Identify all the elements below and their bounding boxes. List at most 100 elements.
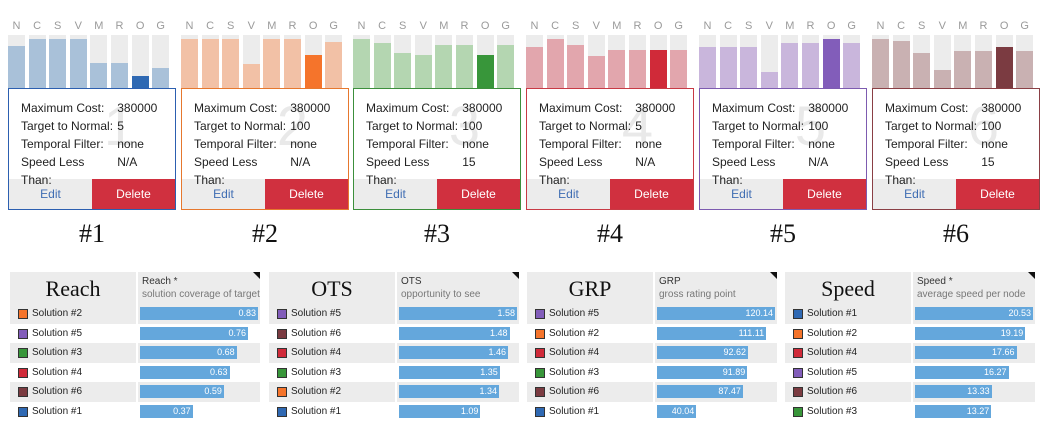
value-bar: 13.33 bbox=[915, 385, 992, 399]
field-row-temporal: Temporal Filter: none bbox=[539, 135, 693, 153]
criteria-letter: O bbox=[308, 20, 318, 32]
solution-color-swatch bbox=[793, 367, 803, 378]
solution-card: 4 Maximum Cost: 380000 Target to Normal: 5 Te… bbox=[526, 88, 694, 210]
criteria-letter: R bbox=[806, 20, 815, 32]
ranking-row: Solution #2 19.19 bbox=[785, 324, 1035, 344]
edit-button[interactable]: Edit bbox=[873, 179, 956, 209]
field-row-speed: Speed Less Than: N/A bbox=[194, 153, 348, 187]
metric-header[interactable]: GRP gross rating point bbox=[655, 272, 777, 304]
solution-caption: #1 bbox=[79, 219, 105, 248]
criteria-bar-fill bbox=[373, 42, 391, 88]
criteria-bar bbox=[760, 35, 778, 88]
criteria-letter: O bbox=[826, 20, 836, 32]
criteria-letter: S bbox=[399, 20, 407, 32]
value-label: 1.48 bbox=[490, 327, 508, 338]
solution-color-swatch bbox=[793, 309, 803, 319]
field-value: 380000 bbox=[290, 101, 331, 115]
criteria-bar bbox=[476, 35, 494, 88]
field-value: 100 bbox=[808, 119, 829, 133]
value-bar: 1.34 bbox=[399, 385, 500, 399]
delete-button[interactable]: Delete bbox=[92, 179, 175, 209]
criteria-bar-fill bbox=[526, 47, 543, 88]
solution-color-swatch bbox=[535, 367, 545, 378]
delete-button[interactable]: Delete bbox=[783, 179, 866, 209]
delete-button[interactable]: Delete bbox=[265, 179, 348, 209]
criteria-letter: N bbox=[185, 20, 194, 32]
field-value: 100 bbox=[290, 119, 311, 133]
metric-description: solution coverage of target bbox=[142, 289, 260, 300]
criteria-bar bbox=[975, 35, 992, 88]
edit-button[interactable]: Edit bbox=[527, 179, 610, 209]
criteria-letter: V bbox=[247, 20, 255, 32]
metric-header[interactable]: Speed * average speed per node bbox=[913, 272, 1035, 304]
edit-button[interactable]: Edit bbox=[700, 179, 783, 209]
solution-caption: #2 bbox=[252, 219, 278, 248]
ranking-row: Solution #5 16.27 bbox=[785, 363, 1035, 383]
criteria-bar bbox=[373, 35, 391, 88]
criteria-letter: M bbox=[439, 20, 449, 32]
field-value: 100 bbox=[462, 119, 483, 133]
delete-button[interactable]: Delete bbox=[437, 179, 520, 209]
criteria-bar bbox=[152, 35, 170, 88]
criteria-letter: S bbox=[54, 20, 62, 32]
criteria-bar-fill bbox=[152, 67, 170, 88]
value-label: 20.53 bbox=[1008, 308, 1031, 318]
criteria-bar-chart bbox=[699, 35, 867, 88]
criteria-letter: V bbox=[765, 20, 773, 32]
value-bar: 120.14 bbox=[657, 307, 775, 320]
sort-corner-icon bbox=[253, 272, 260, 279]
criteria-letter: G bbox=[329, 20, 338, 32]
solution-color-swatch bbox=[277, 328, 287, 339]
criteria-letter: V bbox=[938, 20, 946, 32]
field-row-target: Target to Normal: 100 bbox=[885, 117, 1039, 135]
delete-button[interactable]: Delete bbox=[956, 179, 1039, 209]
field-label: Target to Normal: bbox=[539, 119, 632, 133]
solution-card-column: N C S V M R O G 1 Maximum Cost: 380000 Target to No… bbox=[8, 20, 176, 249]
delete-button[interactable]: Delete bbox=[610, 179, 693, 209]
value-label: 1.34 bbox=[479, 386, 498, 397]
field-value: N/A bbox=[290, 155, 311, 169]
criteria-bar-fill bbox=[802, 42, 819, 88]
criteria-bar bbox=[954, 35, 972, 88]
ranking-header: Reach Reach * solution coverage of target bbox=[10, 272, 260, 304]
ranking-row: Solution #5 120.14 bbox=[527, 304, 777, 324]
field-value: 5 bbox=[117, 119, 124, 133]
field-value: 100 bbox=[981, 119, 1002, 133]
field-value: 380000 bbox=[117, 101, 158, 115]
row-label-background bbox=[269, 382, 395, 402]
value-bar: 0.83 bbox=[140, 307, 258, 320]
criteria-bar-fill bbox=[181, 39, 198, 88]
ranking-row: Solution #3 0.68 bbox=[10, 343, 260, 363]
card-actions: Edit Delete bbox=[527, 179, 693, 209]
criteria-bar-fill bbox=[995, 47, 1013, 88]
criteria-bar bbox=[201, 35, 219, 88]
criteria-letter: G bbox=[156, 20, 165, 32]
edit-button[interactable]: Edit bbox=[182, 179, 265, 209]
value-label: 16.27 bbox=[983, 366, 1007, 377]
ranking-row: Solution #4 0.63 bbox=[10, 363, 260, 383]
metric-description: opportunity to see bbox=[401, 289, 481, 300]
criteria-letter: V bbox=[592, 20, 600, 32]
value-bar: 0.63 bbox=[140, 365, 230, 379]
criteria-bar-chart bbox=[872, 35, 1040, 88]
solution-color-swatch bbox=[793, 387, 803, 398]
criteria-letter: R bbox=[288, 20, 297, 32]
field-value: 5 bbox=[635, 119, 642, 133]
row-label-background bbox=[785, 382, 911, 402]
metric-name: Reach * bbox=[142, 276, 178, 287]
edit-button[interactable]: Edit bbox=[354, 179, 437, 209]
value-label: 1.09 bbox=[460, 405, 479, 416]
solution-card: 2 Maximum Cost: 380000 Target to Normal: 100… bbox=[181, 88, 349, 210]
criteria-bar bbox=[49, 35, 67, 88]
field-row-temporal: Temporal Filter: none bbox=[194, 135, 348, 153]
ranking-row: Solution #4 92.62 bbox=[527, 343, 777, 363]
field-row-temporal: Temporal Filter: none bbox=[885, 135, 1039, 153]
metric-header[interactable]: OTS opportunity to see bbox=[397, 272, 519, 304]
field-label: Temporal Filter: bbox=[712, 137, 795, 151]
criteria-bar bbox=[719, 35, 737, 88]
metric-header[interactable]: Reach * solution coverage of target bbox=[138, 272, 260, 304]
edit-button[interactable]: Edit bbox=[9, 179, 92, 209]
